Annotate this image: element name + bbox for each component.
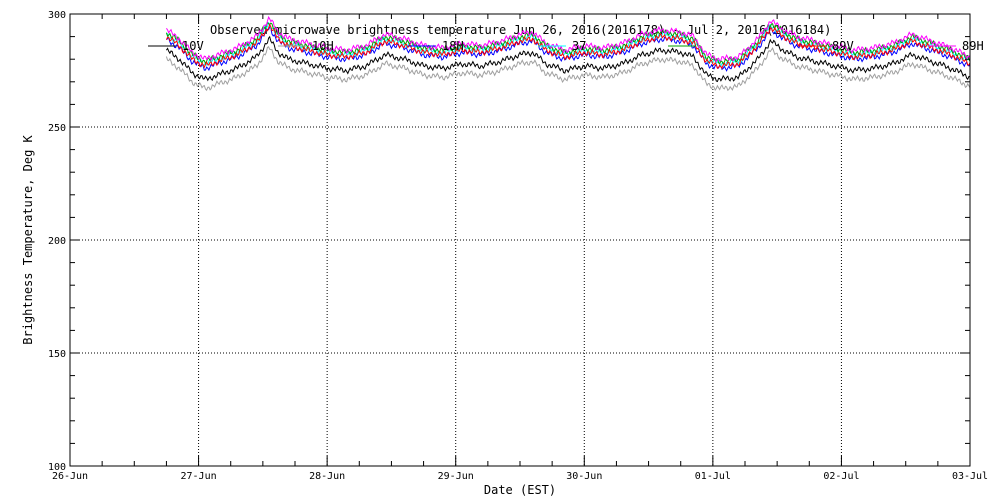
- legend-label: 18H: [442, 39, 464, 53]
- x-tick-label: 02-Jul: [823, 471, 859, 482]
- series-line-37: [166, 21, 971, 68]
- legend-label: 37: [572, 39, 586, 53]
- legend-label: 10H: [312, 39, 334, 53]
- x-tick-label: 29-Jun: [438, 471, 474, 482]
- x-axis-label: Date (EST): [484, 483, 556, 497]
- y-tick-label: 150: [48, 349, 66, 360]
- x-tick-label: 27-Jun: [181, 471, 217, 482]
- x-tick-label: 03-Jul: [952, 471, 988, 482]
- legend: 10V 10H 18H 37 89V 89H: [148, 39, 984, 53]
- y-tick-label: 100: [48, 462, 66, 473]
- series-lines: [165, 15, 971, 92]
- series-line-10h: [165, 46, 971, 92]
- y-tick-label: 200: [48, 236, 66, 247]
- y-tick-label: 300: [48, 10, 66, 21]
- series-line-89h: [165, 15, 971, 63]
- series-line-89v: [165, 23, 971, 70]
- y-tick-label: 250: [48, 123, 66, 134]
- legend-label: 89H: [962, 39, 984, 53]
- series-line-10v: [165, 35, 971, 83]
- y-axis-label: Brightness Temperature, Deg K: [21, 134, 35, 344]
- axis-ticks: 100 150 200 250 300 26-Jun 27-Jun 28-Jun 29-Jun 3…: [48, 10, 988, 482]
- x-tick-label: 01-Jul: [695, 471, 731, 482]
- grid-lines: [70, 14, 970, 466]
- x-tick-label: 26-Jun: [52, 471, 88, 482]
- x-tick-label: 30-Jun: [566, 471, 602, 482]
- legend-label: 10V: [182, 39, 204, 53]
- legend-label: 89V: [832, 39, 854, 53]
- x-tick-label: 28-Jun: [309, 471, 345, 482]
